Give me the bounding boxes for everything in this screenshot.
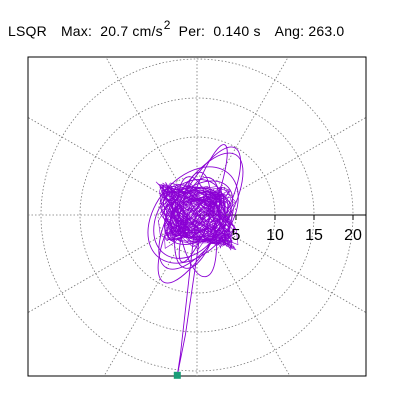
tick-label-15: 15 [305,227,323,244]
plot-header: LSQR Max: 20.7 cm/s2 Per: 0.140 s Ang: 263.… [8,18,344,39]
max-marker [173,371,181,379]
component-label: LSQR [8,23,47,39]
max-unit: cm/s [132,23,163,39]
end-marker-group [173,371,181,379]
grid-spoke-150 [28,116,164,196]
tick-label-20: 20 [344,227,362,244]
grid-spoke-300 [216,248,291,376]
radial-tick-labels: 5 10 15 20 [232,227,362,244]
ang-label: Ang: [274,23,305,39]
grid-spoke-30 [230,116,366,196]
max-unit-exponent: 2 [163,18,171,32]
tick-label-10: 10 [266,227,284,244]
ang-value: 263.0 [308,23,345,39]
tick-label-5: 5 [232,227,241,244]
orbit-trace [147,144,244,376]
grid-spoke-240 [103,248,178,376]
per-value: 0.140 s [213,23,261,39]
max-label: Max: [60,23,93,39]
grid-spoke-210 [28,234,164,314]
grid-spoke-120 [105,57,178,182]
orbit-loop-7 [178,144,228,263]
max-value: 20.7 [100,23,129,39]
orbit-core-scribble [155,181,239,251]
per-label: Per: [178,23,206,39]
grid-spoke-60 [216,57,289,182]
grid-spoke-330 [230,234,366,314]
